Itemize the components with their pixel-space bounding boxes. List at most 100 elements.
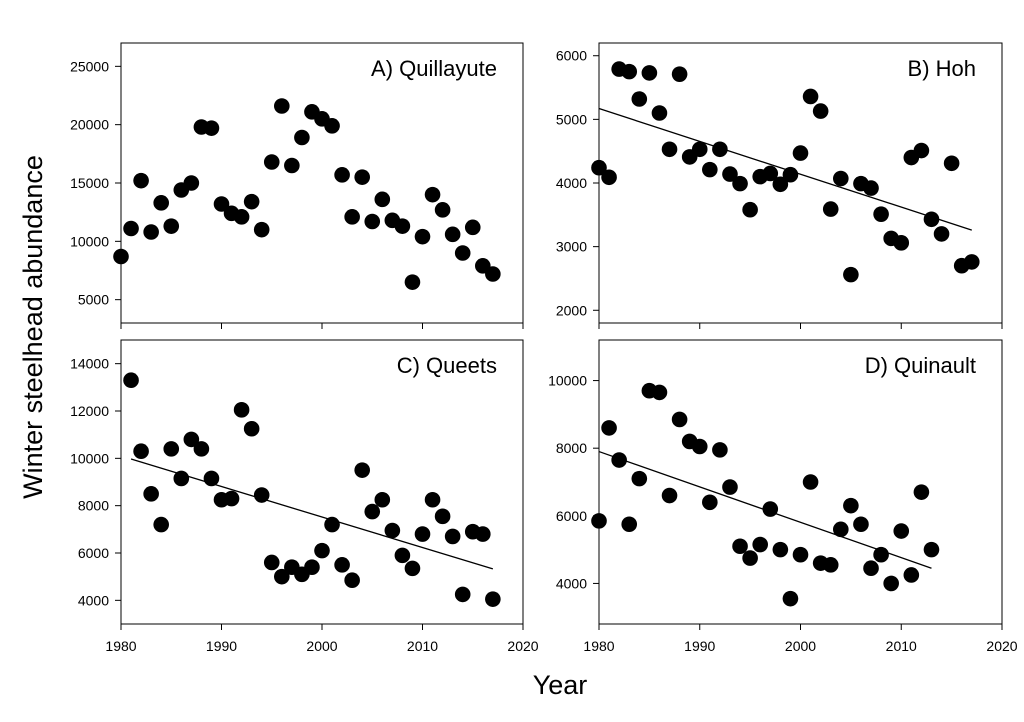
- panel-c-x-tick-label: 2020: [507, 638, 538, 654]
- panel-d-data-point: [873, 546, 889, 563]
- panel-c-data-point: [183, 431, 200, 448]
- panel-a-data-point: [153, 195, 169, 211]
- panel-d-data-point: [863, 560, 879, 577]
- panel-d-data-point: [772, 541, 789, 558]
- panel-d-data-point: [913, 484, 930, 500]
- panel-b-data-point: [923, 211, 940, 228]
- panel-c-data-point: [223, 490, 240, 507]
- panel-b-data-point: [893, 235, 910, 251]
- panel-c-data-point: [274, 568, 290, 585]
- panel-d-y-tick-label: 4000: [556, 575, 587, 591]
- panel-d-data-point: [833, 521, 849, 538]
- panel-b-data-point: [772, 176, 789, 193]
- panel-b-data-point: [762, 165, 779, 182]
- panel-c-data-point: [364, 503, 381, 520]
- panel-d-data-point: [712, 442, 728, 458]
- panel-d-title: D) Quinault: [865, 353, 976, 378]
- panel-b-title: B) Hoh: [908, 56, 976, 81]
- panel-a-data-point: [133, 172, 149, 189]
- panel-c-data-point: [344, 572, 360, 589]
- panel-d-data-point: [702, 494, 718, 511]
- panel-d-data-point: [782, 590, 799, 607]
- panel-c-data-point: [394, 547, 411, 564]
- panel-c-data-point: [143, 486, 159, 502]
- panel-c-data-point: [163, 441, 180, 457]
- panel-a-y-tick-label: 10000: [70, 233, 109, 249]
- panel-d-data-point: [591, 513, 607, 529]
- panel-b-data-point: [661, 141, 678, 158]
- panel-c-data-point: [233, 402, 250, 418]
- panel-d-data-point: [802, 474, 819, 490]
- panel-c: 4000 6000 8000 10000 12000 14000 1980 1990 2000 2…: [70, 339, 539, 654]
- panel-b-data-point: [712, 141, 728, 158]
- panel-d-data-point: [631, 470, 648, 487]
- panel-a-title: A) Quillayute: [371, 56, 497, 81]
- panel-d-data-point: [853, 516, 869, 533]
- y-axis-title: Winter steelhead abundance: [18, 155, 48, 499]
- panel-a: 5000 10000 15000 20000 25000 A) Quillayute: [70, 42, 524, 329]
- panel-a-data-point: [233, 209, 250, 225]
- panel-c-data-point: [414, 526, 431, 542]
- panel-d-data-point: [621, 516, 638, 533]
- panel-d-x-tick-label: 2010: [886, 638, 917, 654]
- panel-b-data-point: [671, 66, 688, 82]
- panel-c-trendline: [130, 458, 494, 570]
- panel-a-data-point: [123, 220, 139, 237]
- panel-a-data-point: [334, 167, 350, 183]
- panel-b-data-point: [943, 155, 960, 172]
- panel-b-data-point: [702, 161, 718, 178]
- panel-c-y-tick-label: 8000: [78, 498, 109, 514]
- panel-d-data-point: [691, 438, 708, 455]
- panel-a-data-point: [203, 120, 220, 136]
- panel-a-data-point: [183, 175, 200, 191]
- panel-b-data-point: [742, 201, 758, 218]
- panel-b-data-point: [792, 145, 809, 161]
- panel-d-data-point: [883, 575, 899, 592]
- panel-a-y-tick-label: 5000: [78, 292, 109, 308]
- panel-c-data-point: [314, 542, 330, 559]
- panel-d-data-point: [742, 550, 758, 566]
- panel-b-data-point: [933, 226, 950, 242]
- panel-d-data-point: [651, 384, 668, 401]
- panel-c-data-point: [485, 591, 501, 607]
- panel-b: 2000 3000 4000 5000 6000 B) Hoh: [556, 42, 1003, 329]
- panel-a-data-point: [163, 218, 180, 234]
- panel-b-data-point: [651, 105, 668, 121]
- panel-d-x-tick-label: 1980: [583, 638, 614, 654]
- panel-c-data-point: [475, 526, 491, 542]
- panel-a-y-tick-label: 15000: [70, 175, 109, 191]
- panel-d-x-tick-label: 2020: [986, 638, 1017, 654]
- panel-a-data-point: [344, 209, 360, 225]
- panel-b-data-point: [722, 166, 738, 182]
- panel-d-data-point: [752, 536, 768, 553]
- panel-d-frame: [598, 339, 1003, 625]
- panel-c-data-point: [173, 470, 190, 487]
- panel-c-x-tick-label: 2010: [407, 638, 438, 654]
- panels: 5000 10000 15000 20000 25000 A) Quillayute 200…: [70, 42, 1018, 654]
- panel-a-y-tick-label: 25000: [70, 58, 109, 74]
- panel-a-data-point: [454, 245, 471, 261]
- panel-c-y-tick-label: 14000: [70, 356, 109, 372]
- panel-c-data-point: [424, 491, 441, 508]
- panel-a-data-point: [394, 218, 411, 234]
- panel-b-data-point: [833, 170, 849, 187]
- x-axis-title: Year: [533, 670, 588, 700]
- panel-c-x-tick-label: 2000: [306, 638, 337, 654]
- panel-b-y-tick-label: 5000: [556, 111, 587, 127]
- panel-d-data-point: [762, 501, 779, 517]
- panel-b-data-point: [641, 65, 658, 81]
- panel-b-data-point: [591, 159, 607, 176]
- panel-d-data-point: [903, 567, 920, 583]
- panel-d: 4000 6000 8000 10000 1980 1990 2000 2010 2020 D) …: [548, 339, 1018, 654]
- panel-d-x-tick-label: 2000: [785, 638, 816, 654]
- panel-c-y-tick-label: 12000: [70, 403, 109, 419]
- panel-d-y-tick-label: 6000: [556, 508, 587, 524]
- panel-c-data-point: [434, 508, 451, 525]
- panel-b-data-point: [601, 169, 617, 186]
- panel-a-data-point: [284, 157, 300, 174]
- panel-c-y-tick-label: 4000: [78, 592, 109, 608]
- panel-b-data-point: [963, 254, 980, 270]
- panel-d-data-point: [611, 452, 627, 468]
- panel-c-y-tick-label: 6000: [78, 545, 109, 561]
